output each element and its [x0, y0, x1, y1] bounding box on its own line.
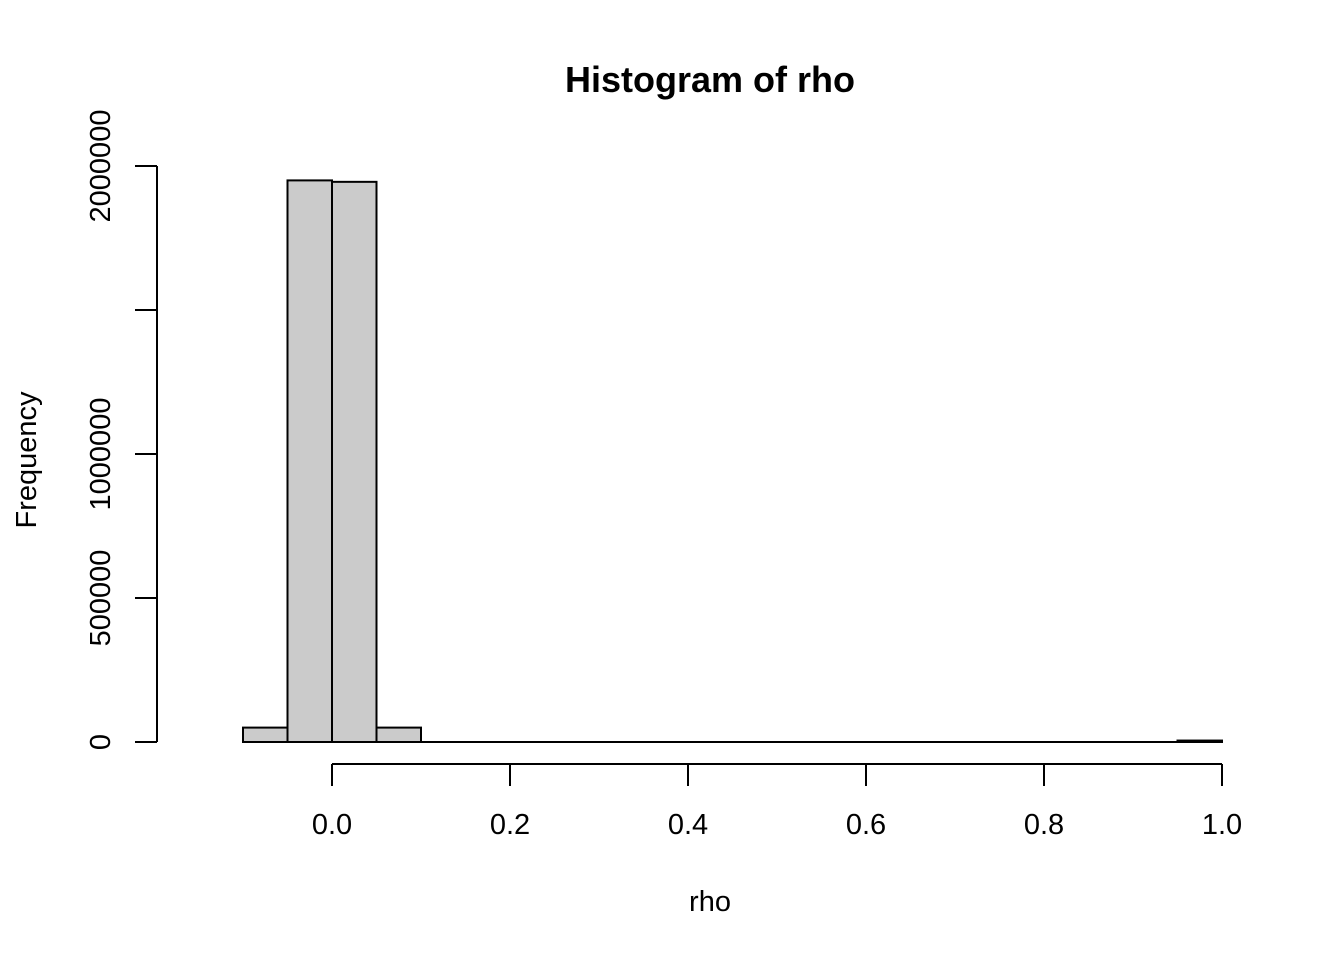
x-tick-label: 0.0: [312, 809, 352, 841]
y-axis-label: Frequency: [11, 391, 43, 529]
y-tick-label: 0: [85, 734, 117, 750]
y-tick-label: 500000: [85, 550, 117, 647]
x-tick-label: 1.0: [1202, 809, 1242, 841]
x-axis-label: rho: [689, 886, 731, 918]
x-tick-label: 0.4: [668, 809, 708, 841]
y-tick-label: 1000000: [85, 398, 117, 511]
bars-group: [242, 179, 1223, 743]
histogram-bar: [286, 179, 333, 743]
x-tick-label: 0.2: [490, 809, 530, 841]
histogram-bar: [1176, 739, 1223, 743]
x-tick-label: 0.6: [846, 809, 886, 841]
histogram-bar: [375, 726, 422, 743]
x-axis: 0.0 0.2 0.4 0.6 0.8 1.0: [312, 763, 1242, 841]
x-tick-label: 0.8: [1024, 809, 1064, 841]
histogram-bar: [331, 180, 378, 743]
y-tick-label: 2000000: [85, 110, 117, 223]
y-axis: 0 500000 1000000 2000000: [85, 110, 158, 750]
histogram-bar: [242, 726, 289, 743]
chart-title: Histogram of rho: [565, 59, 855, 100]
